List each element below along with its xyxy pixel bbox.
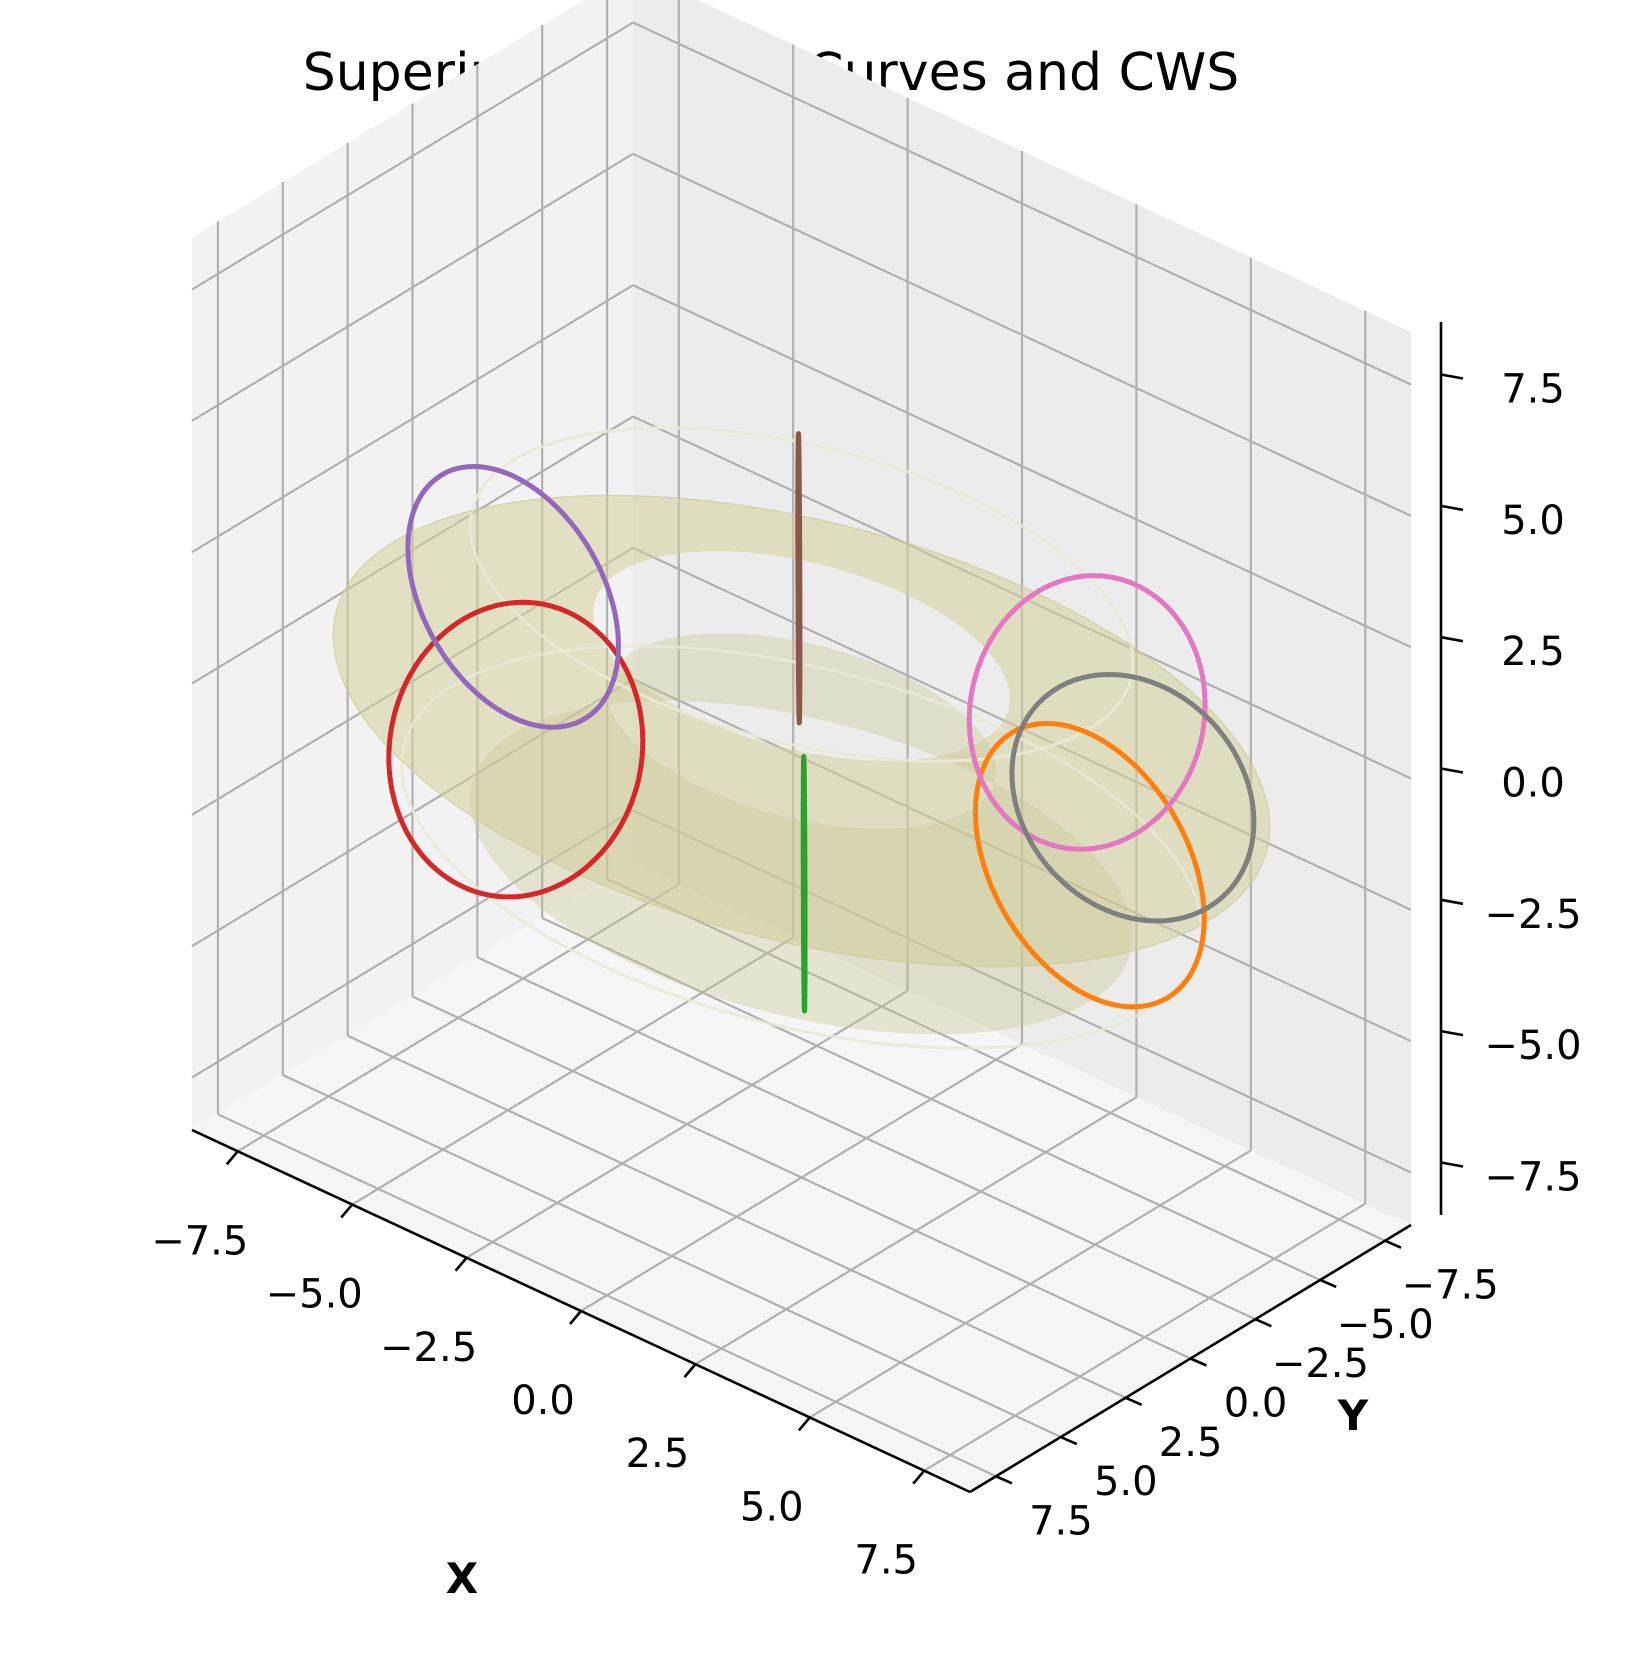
grid-floor-y-2 xyxy=(476,956,1256,1321)
tick-labels: −7.5−5.0−2.50.02.55.07.5−7.5−5.0−2.50.02… xyxy=(151,367,1581,1584)
grid-floor-y-5 xyxy=(282,1074,1062,1439)
y-axis-label: Y xyxy=(1337,1391,1369,1440)
x-tick-6 xyxy=(912,1469,926,1485)
grid-xwall-z-6 xyxy=(191,21,634,291)
z-tick-label-5: 5.0 xyxy=(1501,498,1565,544)
y-tick-label-0: −7.5 xyxy=(1402,1263,1499,1309)
grid-xwall-z-5 xyxy=(191,152,634,422)
y-tick-label-1: −5.0 xyxy=(1337,1302,1434,1348)
y-tick-label-3: 0.0 xyxy=(1224,1381,1288,1427)
x-tick-3 xyxy=(569,1310,582,1325)
z-tick-5 xyxy=(1440,504,1464,512)
coil-2 xyxy=(386,599,646,900)
y-tick-label-6: 7.5 xyxy=(1029,1498,1093,1544)
grid-ywall-z-4 xyxy=(632,284,1412,649)
y-tick-0 xyxy=(1384,1239,1402,1249)
coil-6 xyxy=(1009,672,1257,924)
z-tick-label-3: 0.0 xyxy=(1501,761,1565,807)
y-tick-label-4: 2.5 xyxy=(1159,1420,1223,1466)
x-tick-label-3: 0.0 xyxy=(511,1378,575,1424)
x-tick-label-1: −5.0 xyxy=(266,1272,363,1318)
x-tick-0 xyxy=(225,1150,239,1166)
z-tick-label-6: 7.5 xyxy=(1501,367,1565,413)
grid-floor-y-6 xyxy=(217,1113,997,1478)
coil-1 xyxy=(800,754,808,1014)
z-tick-2 xyxy=(1440,898,1464,906)
y-tick-3 xyxy=(1189,1357,1208,1367)
x-tick-label-5: 5.0 xyxy=(740,1485,804,1531)
y-tick-2 xyxy=(1254,1318,1272,1328)
grid-floor-y-4 xyxy=(347,1034,1127,1399)
y-tick-1 xyxy=(1319,1278,1337,1289)
z-tick-4 xyxy=(1440,635,1464,643)
x-tick-2 xyxy=(454,1256,468,1272)
coil-0 xyxy=(972,721,1207,1010)
x-axis-label: X xyxy=(446,1554,478,1603)
z-tick-0 xyxy=(1440,1161,1464,1168)
z-tick-label-0: −7.5 xyxy=(1484,1155,1581,1201)
z-tick-1 xyxy=(1440,1029,1464,1037)
coil-5 xyxy=(966,573,1208,852)
y-tick-4 xyxy=(1125,1396,1143,1406)
grid-floor-y-1 xyxy=(541,916,1321,1281)
grid-floor-y-0 xyxy=(606,877,1386,1242)
axis-lines xyxy=(191,322,1464,1494)
x-tick-label-4: 2.5 xyxy=(626,1431,690,1477)
z-tick-3 xyxy=(1440,767,1464,774)
x-tick-1 xyxy=(340,1203,354,1219)
z-tick-label-2: −2.5 xyxy=(1484,892,1581,938)
grid-ywall-z-5 xyxy=(632,152,1412,517)
y-tick-label-5: 5.0 xyxy=(1094,1459,1158,1505)
x-tick-4 xyxy=(683,1363,697,1379)
z-tick-label-4: 2.5 xyxy=(1501,629,1565,675)
x-tick-5 xyxy=(797,1416,811,1432)
grid-xwall-z-4 xyxy=(191,284,634,554)
x-tick-label-0: −7.5 xyxy=(151,1218,248,1264)
y-tick-5 xyxy=(1060,1435,1078,1446)
x-tick-label-2: −2.5 xyxy=(380,1325,477,1371)
coil-3 xyxy=(405,464,621,730)
coil-curves xyxy=(386,431,1257,1014)
coil-4 xyxy=(795,431,803,726)
grid-ywall-z-6 xyxy=(632,21,1412,386)
z-tick-label-1: −5.0 xyxy=(1484,1023,1581,1069)
z-tick-6 xyxy=(1440,373,1464,380)
grid-floor-y-3 xyxy=(412,995,1191,1360)
y-tick-6 xyxy=(995,1475,1013,1485)
y-tick-label-2: −2.5 xyxy=(1272,1341,1369,1387)
x-tick-label-6: 7.5 xyxy=(854,1538,918,1584)
